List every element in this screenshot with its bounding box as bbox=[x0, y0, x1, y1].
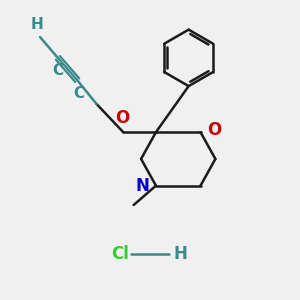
Text: C: C bbox=[52, 63, 63, 78]
Text: Cl: Cl bbox=[111, 245, 129, 263]
Text: H: H bbox=[174, 245, 188, 263]
Text: O: O bbox=[207, 121, 221, 139]
Text: N: N bbox=[136, 177, 149, 195]
Text: H: H bbox=[31, 17, 44, 32]
Text: O: O bbox=[115, 109, 129, 127]
Text: C: C bbox=[73, 85, 84, 100]
